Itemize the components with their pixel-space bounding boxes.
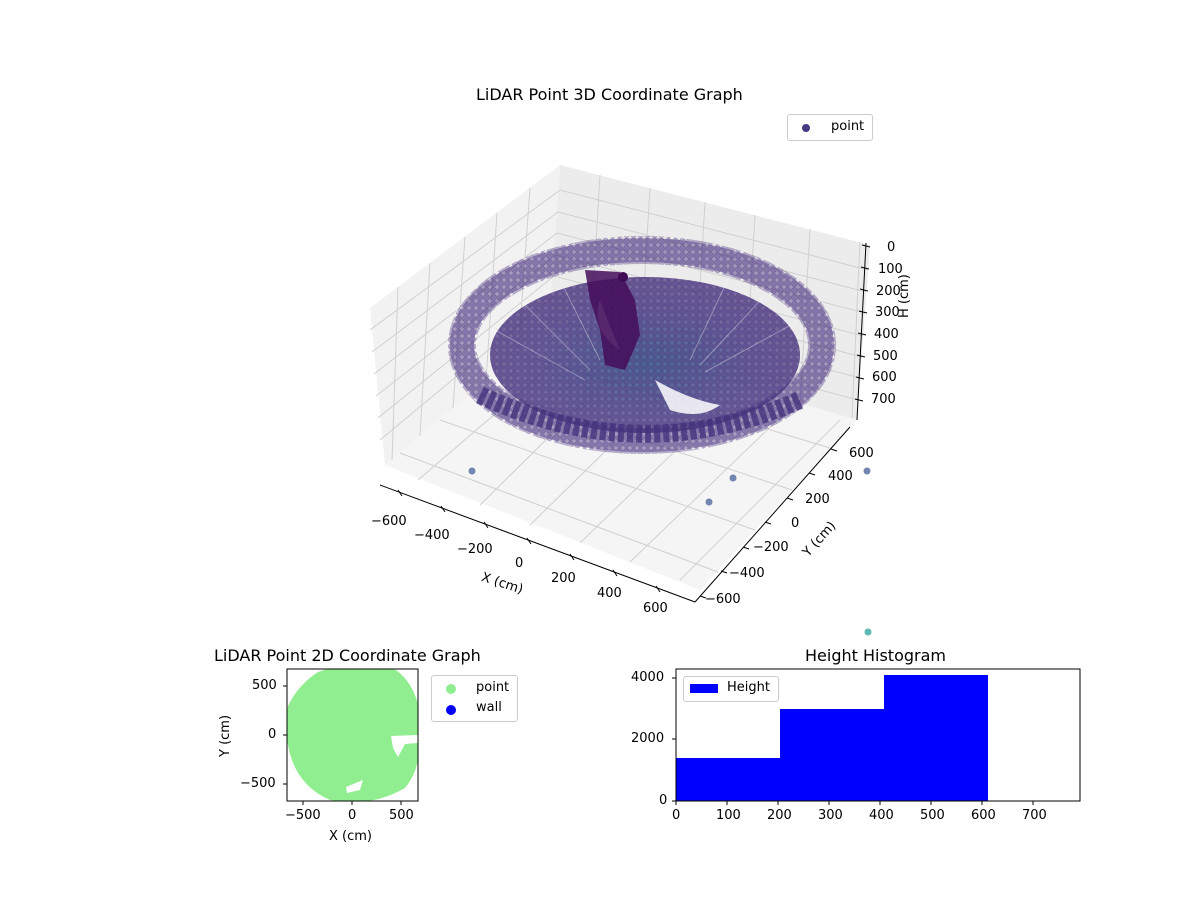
legend-wall-label: wall bbox=[476, 700, 502, 715]
y2d-tick: 0 bbox=[268, 727, 277, 742]
z-tick: 0 bbox=[887, 240, 896, 255]
x-tick: 0 bbox=[515, 556, 524, 571]
x2d-axis-label: X (cm) bbox=[329, 829, 372, 844]
legend-height-swatch-icon bbox=[690, 684, 718, 693]
hist-y-tick: 2000 bbox=[631, 731, 665, 746]
x-tick: −200 bbox=[457, 542, 493, 557]
legend-wall-marker-icon bbox=[446, 705, 456, 715]
hist-x-tick: 300 bbox=[818, 808, 843, 823]
legend-point-label: point bbox=[831, 119, 865, 134]
x2d-tick: −500 bbox=[285, 808, 321, 823]
z-tick: 700 bbox=[871, 392, 896, 407]
y-tick: 400 bbox=[828, 469, 853, 484]
y-tick: 600 bbox=[849, 446, 874, 461]
legend-2d: point wall bbox=[431, 675, 518, 722]
y2d-tick: −500 bbox=[240, 776, 276, 791]
z-tick: 300 bbox=[875, 305, 900, 320]
hist-x-tick: 700 bbox=[1022, 808, 1047, 823]
y-tick: −400 bbox=[729, 566, 765, 581]
legend-histogram: Height bbox=[683, 676, 779, 702]
hist-x-tick: 400 bbox=[869, 808, 894, 823]
x-tick: 600 bbox=[643, 601, 668, 616]
y-tick: 200 bbox=[805, 492, 830, 507]
y-tick: 0 bbox=[791, 516, 800, 531]
hist-y-tick: 4000 bbox=[631, 670, 665, 685]
hist-y-tick: 0 bbox=[659, 793, 668, 808]
y-tick: −200 bbox=[753, 540, 789, 555]
z-tick: 200 bbox=[876, 284, 901, 299]
z-tick: 600 bbox=[872, 370, 897, 385]
z-tick: 400 bbox=[874, 327, 899, 342]
x-tick: 400 bbox=[597, 586, 622, 601]
legend-point-marker-icon bbox=[446, 684, 456, 694]
x2d-tick: 0 bbox=[348, 808, 357, 823]
x2d-tick: 500 bbox=[389, 808, 414, 823]
legend-height-label: Height bbox=[727, 680, 770, 695]
hist-x-tick: 500 bbox=[920, 808, 945, 823]
histogram-title: Height Histogram bbox=[805, 646, 946, 665]
hist-x-tick: 600 bbox=[971, 808, 996, 823]
x-tick: −400 bbox=[414, 528, 450, 543]
legend-point-marker-icon bbox=[802, 124, 810, 132]
hist-x-tick: 0 bbox=[672, 808, 681, 823]
legend-3d: point bbox=[787, 114, 873, 141]
y-tick: −600 bbox=[705, 592, 741, 607]
chart-2d-title: LiDAR Point 2D Coordinate Graph bbox=[214, 646, 481, 665]
x-tick: 200 bbox=[551, 571, 576, 586]
chart-3d-title: LiDAR Point 3D Coordinate Graph bbox=[476, 85, 743, 104]
z-tick: 500 bbox=[873, 349, 898, 364]
hist-x-tick: 100 bbox=[716, 808, 741, 823]
hist-x-tick: 200 bbox=[767, 808, 792, 823]
x-tick: −600 bbox=[371, 514, 407, 529]
z-tick: 100 bbox=[878, 262, 903, 277]
y2d-tick: 500 bbox=[252, 678, 277, 693]
legend-point-label: point bbox=[476, 680, 510, 695]
